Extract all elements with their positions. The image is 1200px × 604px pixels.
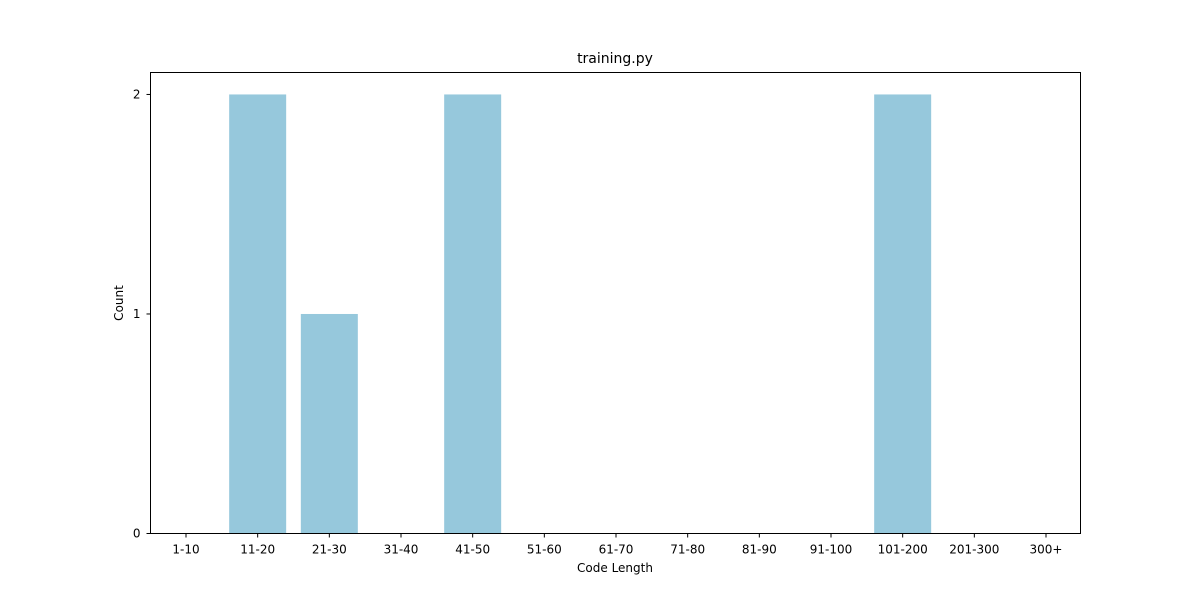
x-tick-label: 41-50	[455, 543, 490, 557]
x-tick-label: 1-10	[172, 543, 199, 557]
x-tick-label: 21-30	[312, 543, 347, 557]
x-tick-label: 71-80	[670, 543, 705, 557]
y-tick-label: 2	[133, 87, 141, 101]
x-tick-label: 101-200	[878, 543, 928, 557]
y-axis-ticks: 0 1 2	[133, 87, 151, 541]
x-tick-label: 11-20	[240, 543, 275, 557]
bars-layer	[229, 94, 932, 534]
plot-area-frame	[150, 72, 1081, 534]
chart-title: training.py	[577, 51, 653, 67]
y-axis-label: Count	[112, 285, 126, 321]
x-axis-ticks: 1-10 11-20 21-30 31-40 41-50 51-60 61-70 71-80 8…	[172, 533, 1063, 557]
bar-21-30	[300, 313, 358, 534]
x-tick-label: 81-90	[742, 543, 777, 557]
x-tick-label: 31-40	[384, 543, 419, 557]
y-tick-label: 1	[133, 307, 141, 321]
x-tick-label: 51-60	[527, 543, 562, 557]
x-axis-label: Code Length	[577, 561, 653, 575]
x-tick-label: 61-70	[599, 543, 634, 557]
x-tick-label: 300+	[1030, 543, 1063, 557]
bar-41-50	[444, 94, 502, 534]
bar-101-200	[874, 94, 932, 534]
bar-11-20	[229, 94, 287, 534]
x-tick-label: 91-100	[810, 543, 853, 557]
x-tick-label: 201-300	[949, 543, 999, 557]
y-tick-label: 0	[133, 527, 141, 541]
